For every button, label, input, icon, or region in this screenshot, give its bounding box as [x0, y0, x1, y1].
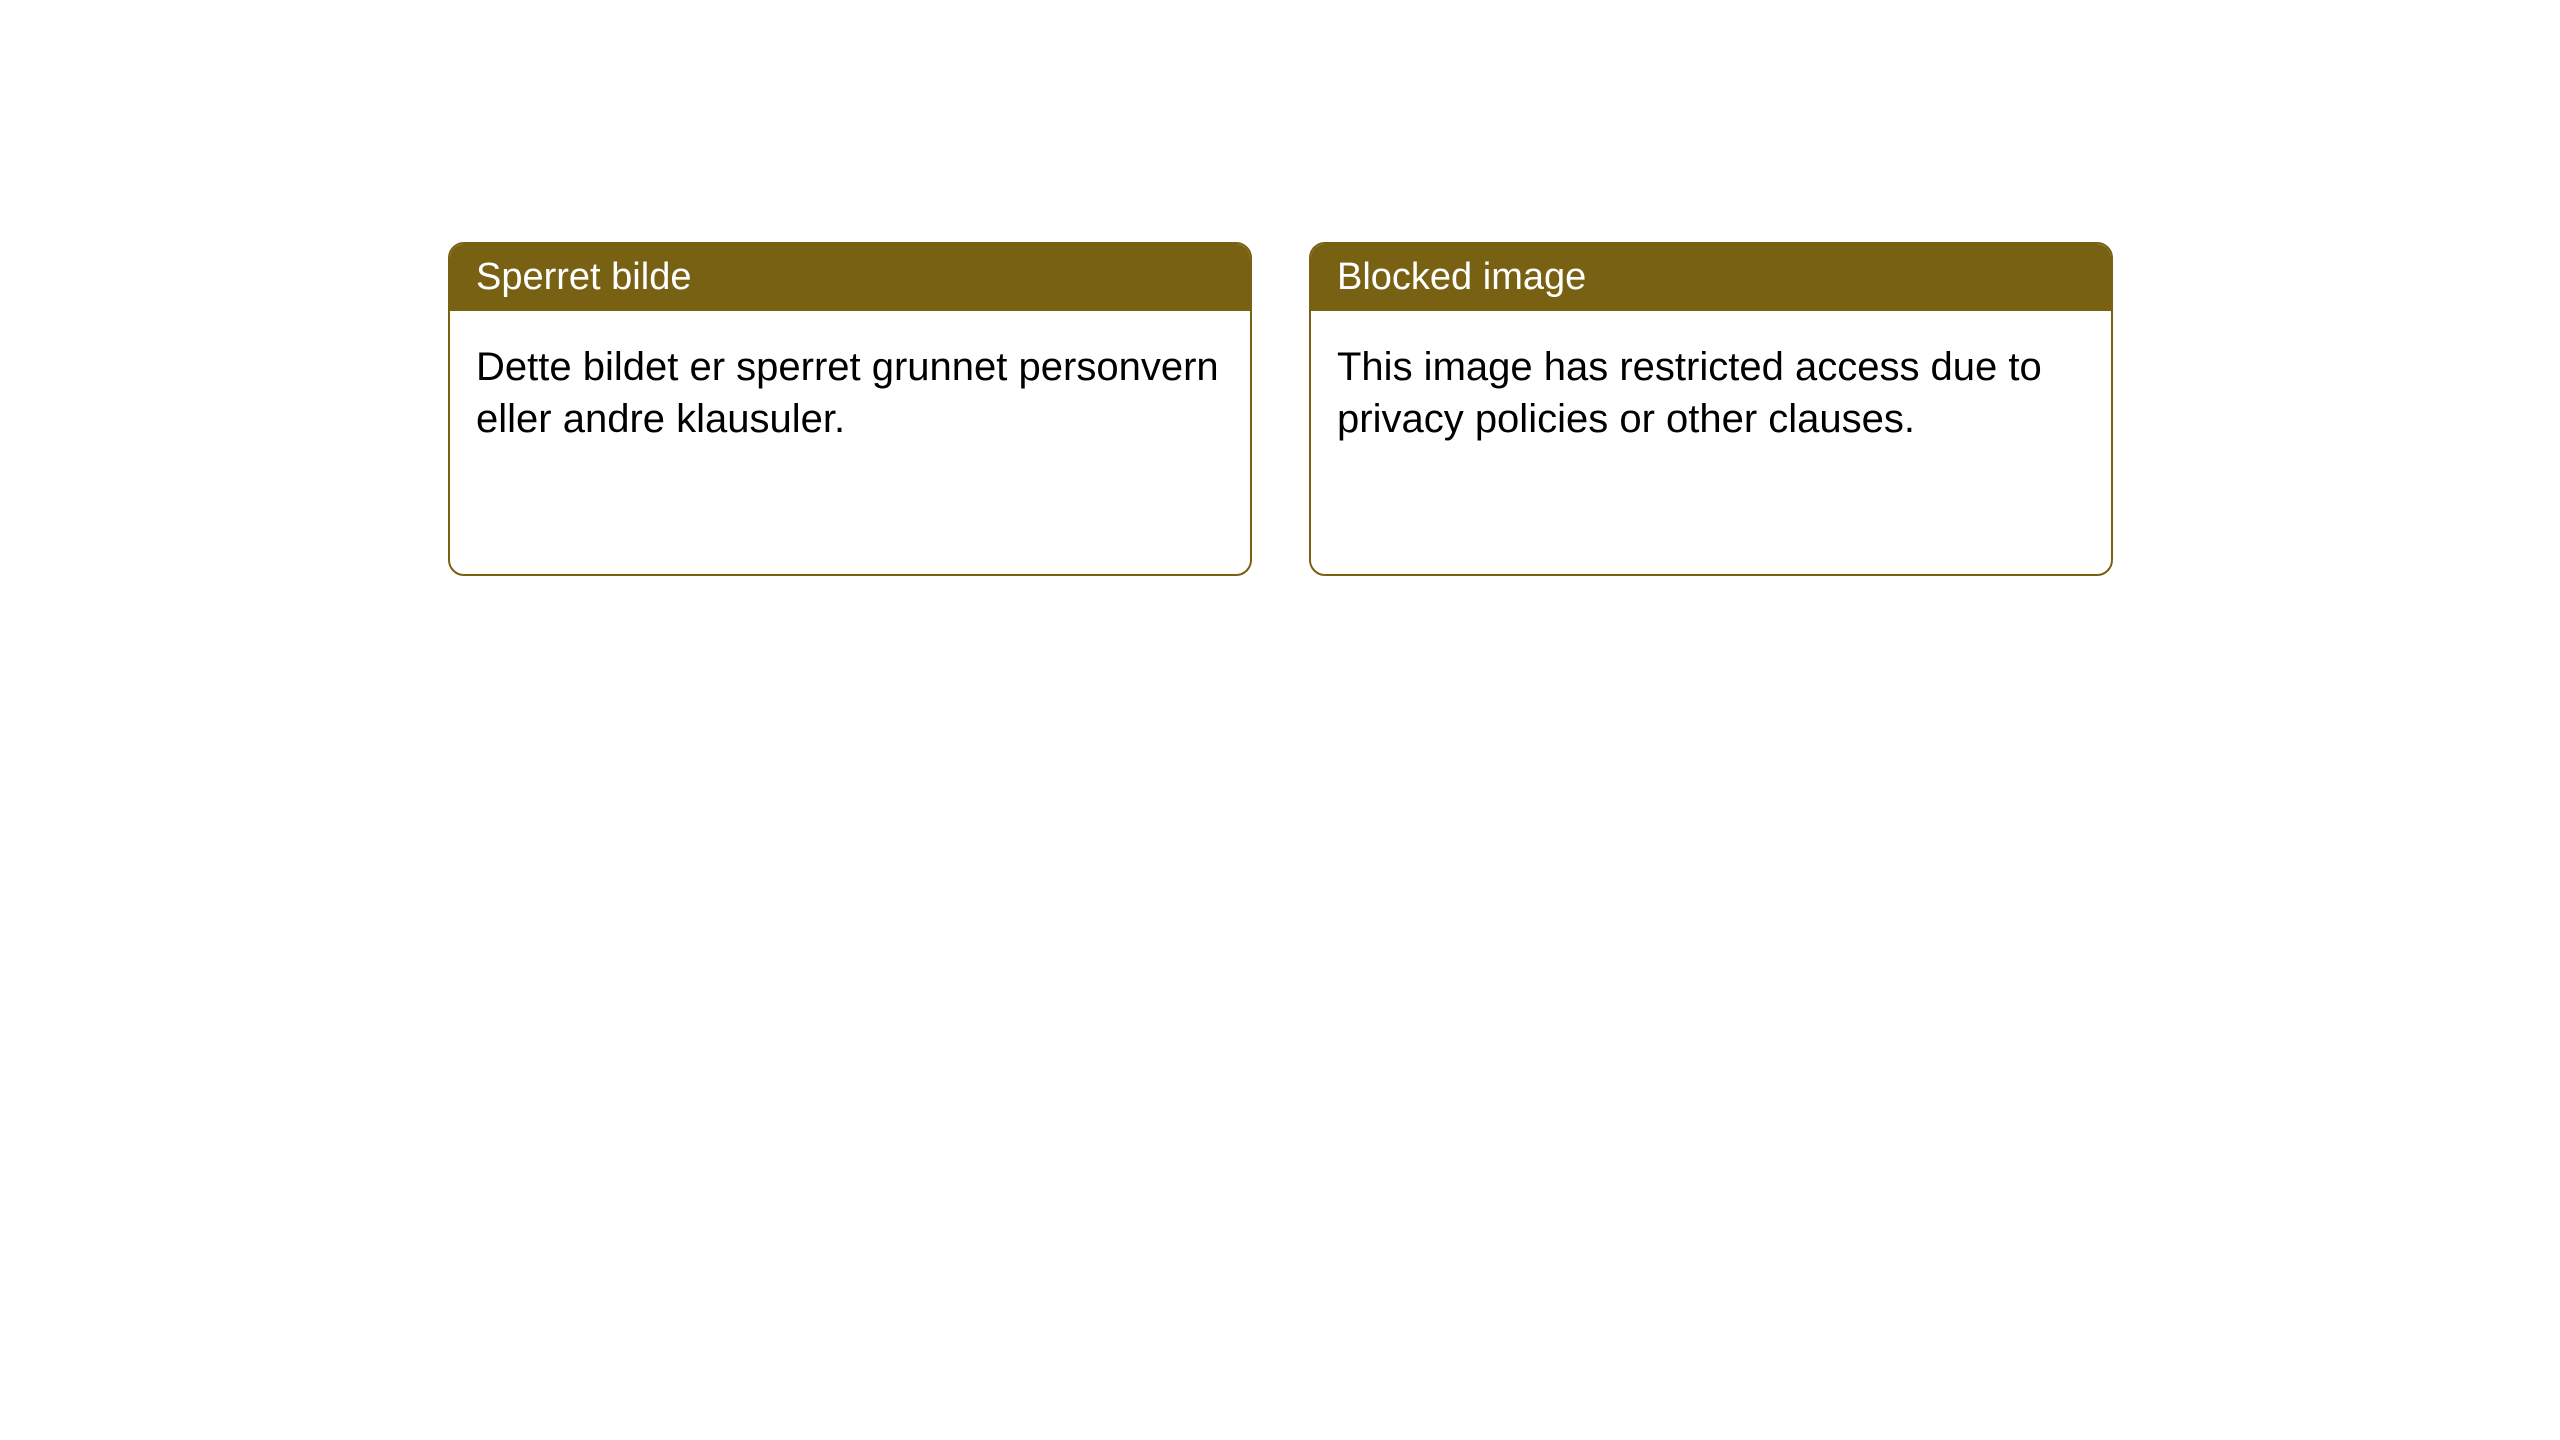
notice-title: Sperret bilde: [476, 256, 691, 298]
notice-card-norwegian: Sperret bilde Dette bildet er sperret gr…: [448, 242, 1252, 576]
notice-body: Dette bildet er sperret grunnet personve…: [450, 311, 1250, 475]
notice-text: This image has restricted access due to …: [1337, 345, 2042, 441]
notice-card-english: Blocked image This image has restricted …: [1309, 242, 2113, 576]
notice-container: Sperret bilde Dette bildet er sperret gr…: [448, 242, 2113, 576]
notice-body: This image has restricted access due to …: [1311, 311, 2111, 475]
notice-title: Blocked image: [1337, 256, 1586, 298]
notice-header: Sperret bilde: [450, 244, 1250, 311]
notice-text: Dette bildet er sperret grunnet personve…: [476, 345, 1219, 441]
notice-header: Blocked image: [1311, 244, 2111, 311]
